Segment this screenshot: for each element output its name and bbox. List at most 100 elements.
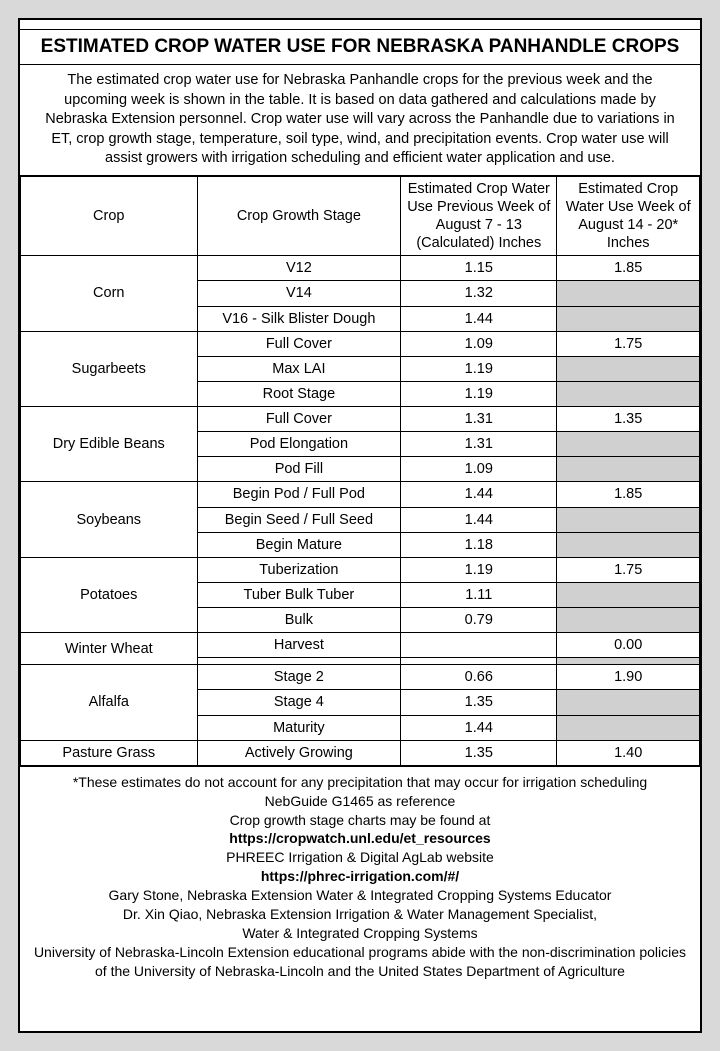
prev-cell: 1.32: [401, 281, 557, 306]
prev-cell: 1.31: [401, 407, 557, 432]
next-cell: [557, 306, 700, 331]
stage-cell: Max LAI: [197, 356, 401, 381]
next-cell: 1.35: [557, 407, 700, 432]
stage-cell: Full Cover: [197, 407, 401, 432]
footer-block: *These estimates do not account for any …: [20, 766, 700, 991]
stage-cell: Tuberization: [197, 557, 401, 582]
prev-cell: 1.35: [401, 740, 557, 765]
stage-cell: V12: [197, 256, 401, 281]
footer-link[interactable]: https://phrec-irrigation.com/#/: [30, 867, 690, 886]
footer-line: NebGuide G1465 as reference: [30, 792, 690, 811]
next-cell: 1.90: [557, 665, 700, 690]
prev-cell: 1.09: [401, 331, 557, 356]
table-row: PotatoesTuberization1.191.75: [21, 557, 700, 582]
next-cell: 1.85: [557, 482, 700, 507]
next-cell: [557, 432, 700, 457]
prev-cell: 1.19: [401, 381, 557, 406]
prev-cell: 1.15: [401, 256, 557, 281]
footer-line: University of Nebraska-Lincoln Extension…: [30, 943, 690, 981]
crop-cell: Soybeans: [21, 482, 198, 557]
next-cell: [557, 281, 700, 306]
page-title: ESTIMATED CROP WATER USE FOR NEBRASKA PA…: [20, 30, 700, 65]
header-row: Crop Crop Growth Stage Estimated Crop Wa…: [21, 176, 700, 256]
stage-cell: Stage 2: [197, 665, 401, 690]
table-row: Pasture GrassActively Growing1.351.40: [21, 740, 700, 765]
next-cell: 0.00: [557, 633, 700, 658]
crop-cell: Winter Wheat: [21, 633, 198, 665]
crop-cell: Pasture Grass: [21, 740, 198, 765]
intro-text: The estimated crop water use for Nebrask…: [20, 65, 700, 176]
table-row: SugarbeetsFull Cover1.091.75: [21, 331, 700, 356]
stage-cell: V16 - Silk Blister Dough: [197, 306, 401, 331]
table-row: CornV121.151.85: [21, 256, 700, 281]
stage-cell: Maturity: [197, 715, 401, 740]
stage-cell: Root Stage: [197, 381, 401, 406]
prev-cell: 1.44: [401, 507, 557, 532]
stage-cell: [197, 658, 401, 665]
prev-cell: 1.44: [401, 482, 557, 507]
footer-line: Water & Integrated Cropping Systems: [30, 924, 690, 943]
footer-link[interactable]: https://cropwatch.unl.edu/et_resources: [30, 829, 690, 848]
footer-line: Crop growth stage charts may be found at: [30, 811, 690, 830]
stage-cell: Begin Mature: [197, 532, 401, 557]
prev-cell: 0.66: [401, 665, 557, 690]
crop-cell: Potatoes: [21, 557, 198, 632]
prev-cell: 0.79: [401, 608, 557, 633]
next-cell: 1.40: [557, 740, 700, 765]
stage-cell: Stage 4: [197, 690, 401, 715]
footnote: *These estimates do not account for any …: [30, 773, 690, 792]
prev-cell: 1.19: [401, 356, 557, 381]
next-cell: [557, 690, 700, 715]
table-row: SoybeansBegin Pod / Full Pod1.441.85: [21, 482, 700, 507]
stage-cell: Actively Growing: [197, 740, 401, 765]
stage-cell: Tuber Bulk Tuber: [197, 582, 401, 607]
next-cell: [557, 356, 700, 381]
next-cell: [557, 381, 700, 406]
next-cell: [557, 582, 700, 607]
prev-cell: [401, 633, 557, 658]
prev-cell: 1.44: [401, 715, 557, 740]
prev-cell: 1.09: [401, 457, 557, 482]
footer-line: PHREEC Irrigation & Digital AgLab websit…: [30, 848, 690, 867]
prev-cell: [401, 658, 557, 665]
stage-cell: Pod Fill: [197, 457, 401, 482]
prev-cell: 1.19: [401, 557, 557, 582]
col-next: Estimated Crop Water Use Week of August …: [557, 176, 700, 256]
stage-cell: Pod Elongation: [197, 432, 401, 457]
prev-cell: 1.31: [401, 432, 557, 457]
crop-cell: Dry Edible Beans: [21, 407, 198, 482]
table-row: AlfalfaStage 20.661.90: [21, 665, 700, 690]
col-crop: Crop: [21, 176, 198, 256]
stage-cell: Begin Seed / Full Seed: [197, 507, 401, 532]
crop-cell: Alfalfa: [21, 665, 198, 740]
table-row: Dry Edible BeansFull Cover1.311.35: [21, 407, 700, 432]
next-cell: [557, 715, 700, 740]
next-cell: 1.85: [557, 256, 700, 281]
stage-cell: Harvest: [197, 633, 401, 658]
top-spacer: [20, 20, 700, 30]
next-cell: [557, 457, 700, 482]
footer-line: Gary Stone, Nebraska Extension Water & I…: [30, 886, 690, 905]
prev-cell: 1.11: [401, 582, 557, 607]
stage-cell: Full Cover: [197, 331, 401, 356]
col-prev: Estimated Crop Water Use Previous Week o…: [401, 176, 557, 256]
stage-cell: Bulk: [197, 608, 401, 633]
crop-cell: Sugarbeets: [21, 331, 198, 406]
table-row: Winter WheatHarvest0.00: [21, 633, 700, 658]
col-stage: Crop Growth Stage: [197, 176, 401, 256]
next-cell: [557, 507, 700, 532]
next-cell: 1.75: [557, 331, 700, 356]
stage-cell: V14: [197, 281, 401, 306]
footer-line: Dr. Xin Qiao, Nebraska Extension Irrigat…: [30, 905, 690, 924]
prev-cell: 1.35: [401, 690, 557, 715]
next-cell: [557, 658, 700, 665]
sheet: ESTIMATED CROP WATER USE FOR NEBRASKA PA…: [18, 18, 702, 1033]
next-cell: [557, 532, 700, 557]
stage-cell: Begin Pod / Full Pod: [197, 482, 401, 507]
next-cell: [557, 608, 700, 633]
prev-cell: 1.44: [401, 306, 557, 331]
crop-cell: Corn: [21, 256, 198, 331]
next-cell: 1.75: [557, 557, 700, 582]
prev-cell: 1.18: [401, 532, 557, 557]
crop-water-table: Crop Crop Growth Stage Estimated Crop Wa…: [20, 176, 700, 766]
